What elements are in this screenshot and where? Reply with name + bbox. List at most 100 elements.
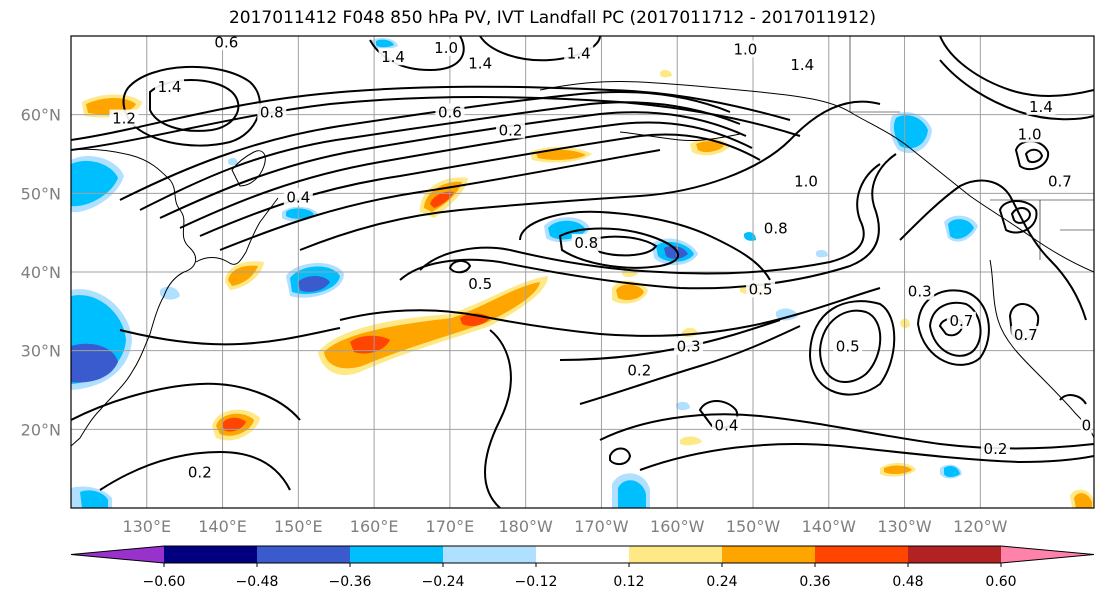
contour-label-background <box>711 416 741 434</box>
contour-line <box>71 85 791 141</box>
contour-line <box>339 287 881 337</box>
contour-label: 1.4 <box>1029 98 1053 116</box>
contour-label-background <box>761 219 791 237</box>
contour-line <box>939 36 1094 98</box>
shade-positive <box>696 141 724 153</box>
coastline-alaska <box>539 80 1094 273</box>
contour-label-background <box>746 280 776 298</box>
coastline-north-america <box>989 259 1094 439</box>
contour-line <box>808 300 896 396</box>
contour-label-background <box>1011 325 1041 343</box>
colorbar-tick-label: −0.60 <box>143 574 186 590</box>
colorbar-tick-label: 0.24 <box>706 574 737 590</box>
contour-line <box>1024 148 1044 164</box>
coastline-asia <box>71 148 197 447</box>
contour-label: 1.4 <box>790 56 814 74</box>
contour-label-background <box>1015 125 1045 143</box>
contour-line <box>99 450 291 491</box>
contour-line <box>71 382 301 421</box>
contour-label-background <box>283 188 313 206</box>
contour-line <box>519 210 771 281</box>
contour-label: 1.4 <box>567 44 591 62</box>
contour-line <box>448 260 472 274</box>
contour-line <box>928 301 982 357</box>
shade-positive <box>616 284 644 300</box>
contour-label-background <box>109 109 139 127</box>
contour-label: 0.6 <box>438 103 462 121</box>
colorbar-tick-label: −0.48 <box>236 574 279 590</box>
lon-tick-label: 140°E <box>198 517 247 536</box>
contour-label-background <box>905 282 935 300</box>
contour-label: 0 <box>1082 416 1092 434</box>
contour-line <box>609 447 632 466</box>
contour-label-background <box>431 38 461 56</box>
contour-label-background <box>787 56 817 74</box>
contour-label-layer: 0.6 1.0 1.4 1.4 1.4 1.0 1.4 1.4 1.2 0.8 0.6 0.2 0.4 0… <box>109 33 1092 482</box>
shade-negative <box>618 480 646 508</box>
contour-label: 0.2 <box>627 361 651 379</box>
shade-negative <box>228 157 238 166</box>
contour-line <box>939 59 1094 121</box>
contour-label: 0.4 <box>286 188 310 206</box>
contour-line <box>1014 140 1050 171</box>
contour-line <box>219 149 661 251</box>
colorbar-tick-label: 0.48 <box>892 574 923 590</box>
colorbar-tick-label: −0.12 <box>515 574 558 590</box>
shade-negative <box>744 232 756 241</box>
contour-label-background <box>833 337 863 355</box>
colorbar-segment <box>536 546 629 563</box>
shade-positive <box>430 191 454 208</box>
map-title: 2017011412 F048 850 hPa PV, IVT Landfall… <box>228 8 876 28</box>
shade-negative <box>816 249 828 258</box>
contour-label-background <box>946 311 976 329</box>
colorbar-tick-label: 0.60 <box>985 574 1016 590</box>
contour-label-background <box>465 274 495 292</box>
colorbar-segment <box>257 546 350 563</box>
lat-tick-label: 60°N <box>21 106 61 125</box>
colorbar-segment <box>443 546 536 563</box>
coastline-aleutians <box>619 131 741 141</box>
contour-label: 0.5 <box>468 275 492 293</box>
contour-line <box>916 289 990 366</box>
contour-label: 0.2 <box>984 440 1008 458</box>
lon-tick-label: 160°W <box>650 517 705 536</box>
shade-negative <box>376 39 394 48</box>
shade-negative <box>71 160 118 207</box>
contour-label: 0.7 <box>1014 326 1038 344</box>
contour-label: 1.4 <box>468 55 492 73</box>
lon-tick-label: 170°E <box>426 517 475 536</box>
colorbar-tick-label: 0.36 <box>799 574 830 590</box>
contour-line <box>419 163 881 275</box>
contour-label: 0.8 <box>574 234 598 252</box>
contour-label: 0.8 <box>764 220 788 238</box>
shade-negative <box>80 490 108 508</box>
contour-label: 0.8 <box>260 103 284 121</box>
contour-label-background <box>1045 172 1075 190</box>
lon-tick-label: 120°W <box>953 517 1008 536</box>
contour-line <box>998 200 1038 234</box>
contour-label-background <box>1080 416 1092 434</box>
contour-line <box>899 179 1087 321</box>
shade-negative <box>298 276 330 292</box>
lon-tick-label: 170°W <box>574 517 629 536</box>
contour-label-background <box>496 121 526 139</box>
graticule <box>71 36 1094 508</box>
colorbar-segment <box>629 546 722 563</box>
lon-tick-label: 150°W <box>726 517 781 536</box>
state-borders <box>849 36 1094 260</box>
contour-label: 1.2 <box>112 110 136 128</box>
lon-tick-label: 150°E <box>274 517 323 536</box>
shade-negative <box>676 401 690 411</box>
contour-line <box>1059 394 1087 405</box>
shade-positive <box>222 417 246 432</box>
coastlines <box>71 36 1094 447</box>
shade-positive <box>350 335 390 354</box>
colorbar-segment <box>350 546 443 563</box>
coastline-kamchatka <box>231 150 266 187</box>
contour-line <box>579 325 801 405</box>
contour-label-background <box>571 233 601 251</box>
contour-label-background <box>564 44 594 62</box>
contour-line <box>599 413 1094 450</box>
contour-label: 1.4 <box>158 78 182 96</box>
